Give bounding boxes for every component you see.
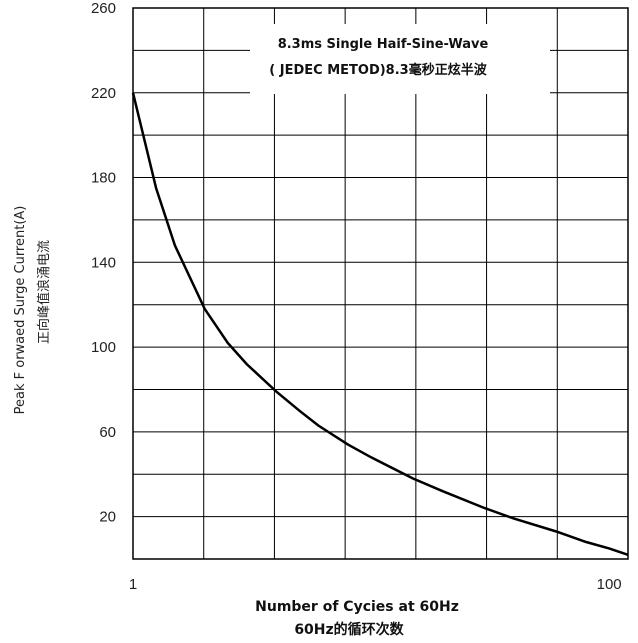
y-tick-labels: 20 60 100 140 180 220 260: [91, 0, 116, 526]
y-tick-label: 140: [91, 254, 116, 271]
grid-lines: [133, 8, 628, 559]
annotation-box: [250, 24, 550, 94]
x-axis-title: Number of Cycies at 60Hz: [255, 599, 459, 615]
x-tick-labels: 1 100: [129, 576, 622, 593]
x-axis-title-cn: 60Hz的循环次数: [294, 621, 404, 638]
annotation-line-1: 8.3ms Single Haif-Sine-Wave: [278, 37, 489, 52]
series-line: [131, 92, 629, 556]
y-axis-title-cn: 正向峰值浪涌电流: [36, 240, 52, 344]
y-tick-label: 100: [91, 339, 116, 356]
x-tick-label: 100: [597, 576, 622, 593]
y-tick-label: 20: [99, 509, 116, 526]
y-tick-label: 60: [99, 424, 116, 441]
y-tick-label: 180: [91, 170, 116, 187]
y-tick-label: 220: [91, 85, 116, 102]
x-tick-label: 1: [129, 576, 137, 593]
plot-frame: [132, 7, 629, 560]
y-axis-title: Peak F orwaed Surge Current(A): [13, 206, 28, 415]
annotation-line-2: ( JEDEC METOD)8.3毫秒正炫半波: [269, 62, 487, 78]
y-tick-label: 260: [91, 0, 116, 17]
